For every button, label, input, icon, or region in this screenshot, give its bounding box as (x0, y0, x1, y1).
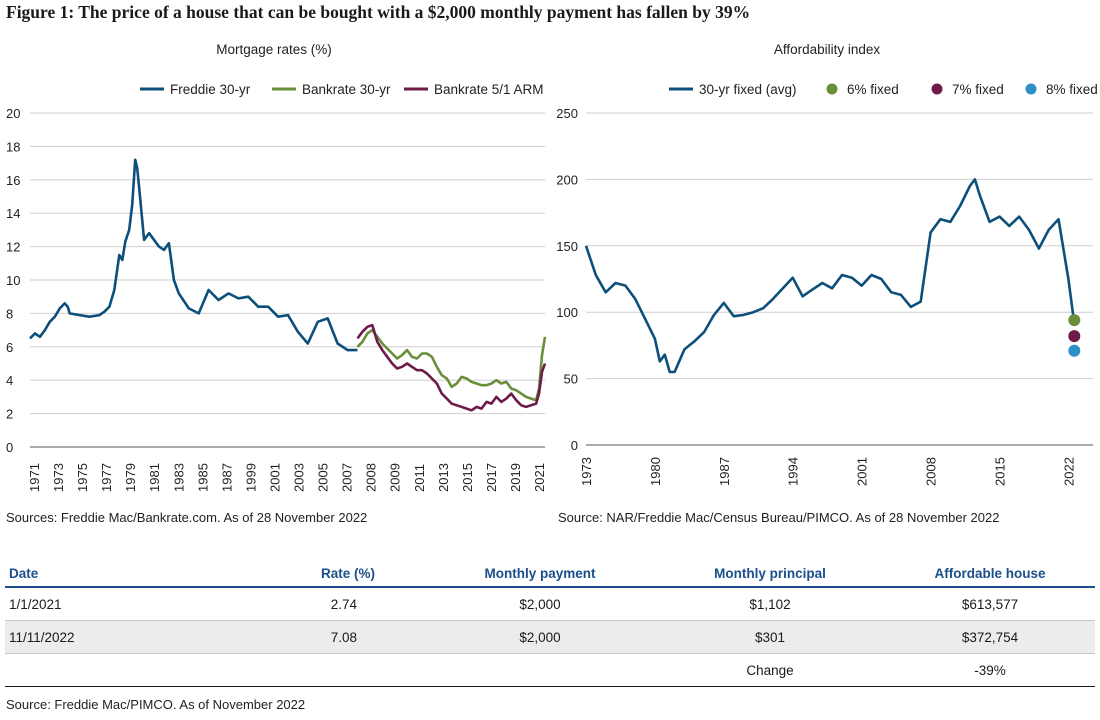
x-tick-label: 2017 (484, 463, 499, 492)
y-tick-label: 20 (6, 106, 20, 121)
affordability-table: Date Rate (%) Monthly payment Monthly pr… (5, 560, 1095, 687)
y-tick-label: 10 (6, 273, 20, 288)
data-point (1068, 314, 1081, 327)
x-tick-label: 1977 (99, 463, 114, 492)
change-label: Change (655, 653, 885, 687)
x-tick-label: 2015 (460, 463, 475, 492)
x-tick-label: 2013 (436, 463, 451, 492)
header-date: Date (5, 560, 215, 588)
x-tick-label: 1973 (579, 457, 594, 486)
figure-title: Figure 1: The price of a house that can … (6, 2, 751, 22)
x-tick-label: 1987 (219, 463, 234, 492)
x-tick-label: 1973 (51, 463, 66, 492)
x-tick-label: 1994 (786, 457, 801, 486)
x-tick-label: 2009 (388, 463, 403, 492)
y-tick-label: 250 (556, 106, 578, 121)
x-tick-label: 1985 (195, 463, 210, 492)
series-line (584, 178, 1075, 374)
y-tick-label: 16 (6, 173, 20, 188)
series-line (356, 328, 547, 402)
left-chart-source: Sources: Freddie Mac/Bankrate.com. As of… (6, 510, 368, 525)
cell-date: 1/1/2021 (5, 587, 215, 621)
x-tick-label: 2008 (364, 463, 379, 492)
x-tick-label: 1975 (75, 463, 90, 492)
y-tick-label: 12 (6, 240, 20, 255)
cell-principal: $301 (655, 620, 885, 654)
cell-principal: $1,102 (655, 587, 885, 621)
y-tick-label: 8 (6, 306, 13, 321)
x-tick-label: 1979 (123, 463, 138, 492)
x-tick-label: 2022 (1061, 457, 1076, 486)
x-tick-label: 2008 (924, 457, 939, 486)
series-line (29, 158, 358, 352)
table-row-change: Change -39% (5, 653, 1095, 687)
y-tick-label: 0 (571, 438, 578, 453)
y-tick-label: 200 (556, 172, 578, 187)
x-tick-label: 2003 (292, 463, 307, 492)
legend-label: Freddie 30-yr (170, 82, 251, 97)
data-point (1068, 344, 1081, 357)
y-tick-label: 150 (556, 239, 578, 254)
affordability-index-chart: Affordability index 0 50 100 150 200 250 1973 19… (556, 42, 1098, 486)
table-row: 11/11/2022 7.08 $2,000 $301 $372,754 (5, 620, 1095, 654)
header-house: Affordable house (885, 560, 1095, 588)
chart-title: Affordability index (774, 42, 881, 57)
cell-house: $613,577 (885, 587, 1095, 621)
cell-payment: $2,000 (425, 587, 655, 621)
header-rate: Rate (%) (215, 560, 425, 588)
header-payment: Monthly payment (425, 560, 655, 588)
legend-label: Bankrate 5/1 ARM (434, 82, 544, 97)
cell-rate: 7.08 (215, 620, 425, 654)
table-header-row: Date Rate (%) Monthly payment Monthly pr… (5, 560, 1095, 588)
change-value: -39% (885, 653, 1095, 687)
chart-title: Mortgage rates (%) (216, 42, 332, 57)
legend-label: Bankrate 30-yr (302, 82, 391, 97)
mortgage-rates-chart: Mortgage rates (%) 0 2 4 6 8 10 12 14 16 18 20 1971 1… (6, 42, 547, 492)
data-point (1068, 330, 1081, 343)
y-tick-label: 100 (556, 305, 578, 320)
legend-marker (931, 83, 943, 95)
y-tick-label: 4 (6, 373, 13, 388)
x-tick-label: 2007 (340, 463, 355, 492)
cell-date: 11/11/2022 (5, 620, 215, 654)
x-tick-label: 2001 (267, 463, 282, 492)
table-source: Source: Freddie Mac/PIMCO. As of Novembe… (6, 697, 306, 712)
cell-rate: 2.74 (215, 587, 425, 621)
table-row: 1/1/2021 2.74 $2,000 $1,102 $613,577 (5, 587, 1095, 621)
y-tick-label: 18 (6, 139, 20, 154)
x-tick-label: 1971 (27, 463, 42, 492)
x-tick-label: 2015 (992, 457, 1007, 486)
legend-label: 8% fixed (1046, 82, 1098, 97)
legend-label: 7% fixed (952, 82, 1004, 97)
legend-label: 6% fixed (847, 82, 899, 97)
x-tick-label: 1999 (243, 463, 258, 492)
y-tick-label: 50 (564, 372, 578, 387)
x-tick-label: 2005 (316, 463, 331, 492)
x-tick-label: 1980 (648, 457, 663, 486)
y-tick-label: 6 (6, 340, 13, 355)
x-tick-label: 2011 (412, 464, 427, 492)
legend-marker (826, 83, 838, 95)
y-tick-label: 14 (6, 206, 20, 221)
y-tick-label: 0 (6, 440, 13, 455)
right-chart-source: Source: NAR/Freddie Mac/Census Bureau/PI… (558, 510, 1000, 525)
legend-label: 30-yr fixed (avg) (699, 82, 797, 97)
x-tick-label: 1983 (171, 463, 186, 492)
legend-marker (1025, 83, 1037, 95)
header-principal: Monthly principal (655, 560, 885, 588)
x-tick-label: 2021 (532, 463, 547, 492)
series-line (356, 323, 547, 412)
cell-house: $372,754 (885, 620, 1095, 654)
x-tick-label: 1981 (147, 463, 162, 492)
x-tick-label: 1987 (717, 457, 732, 486)
x-tick-label: 2019 (508, 463, 523, 492)
y-tick-label: 2 (6, 407, 13, 422)
cell-payment: $2,000 (425, 620, 655, 654)
x-tick-label: 2001 (855, 457, 870, 486)
